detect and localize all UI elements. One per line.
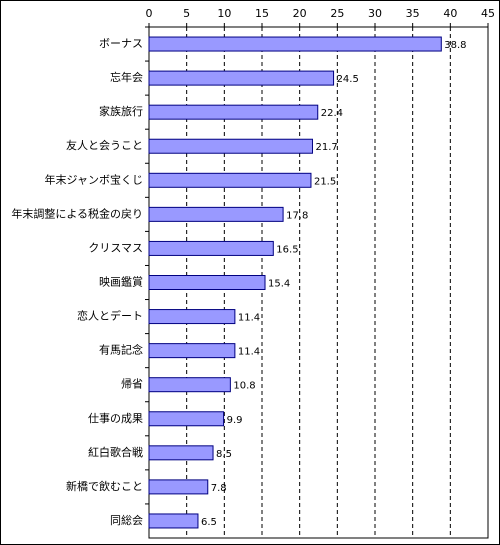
bar bbox=[148, 240, 274, 256]
value-label: 16.5 bbox=[276, 244, 298, 255]
value-label: 7.8 bbox=[211, 483, 227, 494]
y-tick-label: 年末調整による税金の戻り bbox=[11, 206, 143, 220]
x-tick-label: 45 bbox=[481, 7, 495, 20]
x-tick-label: 20 bbox=[293, 7, 307, 20]
x-tick-label: 30 bbox=[368, 7, 382, 20]
y-tick-label: 仕事の成果 bbox=[88, 412, 143, 425]
bar bbox=[148, 70, 335, 86]
x-tick-label: 35 bbox=[406, 7, 420, 20]
bar bbox=[148, 377, 231, 393]
bar bbox=[148, 513, 199, 529]
bar bbox=[148, 275, 266, 290]
y-tick-label: 帰省 bbox=[121, 378, 143, 391]
x-tick-label: 25 bbox=[330, 7, 344, 20]
bar bbox=[148, 36, 442, 52]
y-tick-label: 有馬記念 bbox=[99, 343, 143, 357]
y-tick-label: ボーナス bbox=[99, 37, 143, 50]
y-tick-label: 友人と会うこと bbox=[66, 138, 143, 152]
value-label: 24.5 bbox=[337, 74, 359, 85]
y-tick-label: 家族旅行 bbox=[99, 104, 143, 118]
value-label: 9.9 bbox=[227, 415, 243, 426]
y-tick-label: 年末ジャンボ宝くじ bbox=[45, 172, 143, 186]
bar bbox=[148, 206, 284, 222]
bar bbox=[148, 104, 319, 120]
bar bbox=[148, 445, 214, 461]
y-tick-label: 新橋で飲むこと bbox=[66, 479, 143, 493]
value-label: 10.8 bbox=[233, 381, 255, 392]
value-label: 17.8 bbox=[286, 210, 308, 221]
x-tick-label: 10 bbox=[217, 7, 231, 20]
y-tick-label: 恋人とデート bbox=[77, 309, 143, 323]
value-label: 38.8 bbox=[444, 40, 466, 51]
value-label: 15.4 bbox=[268, 279, 290, 290]
bar bbox=[148, 343, 236, 359]
value-label: 11.4 bbox=[238, 313, 260, 324]
bar bbox=[148, 138, 313, 154]
bar bbox=[148, 479, 209, 495]
y-tick-label: クリスマス bbox=[88, 241, 143, 254]
y-tick-label: 忘年会 bbox=[110, 70, 143, 84]
bar bbox=[148, 411, 225, 427]
value-label: 11.4 bbox=[238, 347, 260, 358]
x-tick-label: 40 bbox=[443, 7, 457, 20]
bar bbox=[148, 309, 236, 325]
value-label: 6.5 bbox=[201, 517, 217, 528]
value-label: 21.7 bbox=[315, 142, 337, 153]
y-tick-label: 同総会 bbox=[110, 513, 143, 527]
value-label: 8.5 bbox=[216, 449, 232, 460]
y-tick-label: 映画鑑賞 bbox=[99, 275, 143, 289]
y-tick-label: 紅白歌合戦 bbox=[88, 445, 143, 459]
value-label: 21.5 bbox=[314, 176, 336, 187]
x-tick-label: 5 bbox=[183, 7, 190, 20]
x-tick-label: 0 bbox=[146, 7, 153, 20]
x-tick-label: 15 bbox=[255, 7, 269, 20]
bar bbox=[148, 172, 312, 188]
value-label: 22.4 bbox=[321, 108, 343, 119]
